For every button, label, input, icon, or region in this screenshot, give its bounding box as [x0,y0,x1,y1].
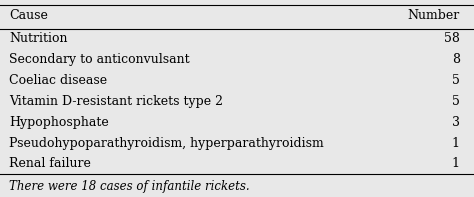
Text: Nutrition: Nutrition [9,33,68,46]
Text: 8: 8 [452,53,460,66]
Text: 5: 5 [452,74,460,87]
Text: Renal failure: Renal failure [9,157,91,170]
Text: Vitamin D-resistant rickets type 2: Vitamin D-resistant rickets type 2 [9,95,223,108]
Text: 1: 1 [452,137,460,150]
Text: 1: 1 [452,157,460,170]
Text: There were 18 cases of infantile rickets.: There were 18 cases of infantile rickets… [9,180,250,193]
Text: Cause: Cause [9,9,48,22]
Text: 3: 3 [452,116,460,129]
Text: Pseudohypoparathyroidism, hyperparathyroidism: Pseudohypoparathyroidism, hyperparathyro… [9,137,324,150]
Text: Hypophosphate: Hypophosphate [9,116,109,129]
Text: Secondary to anticonvulsant: Secondary to anticonvulsant [9,53,190,66]
Text: Number: Number [408,9,460,22]
Text: 5: 5 [452,95,460,108]
Text: 58: 58 [444,33,460,46]
Text: Coeliac disease: Coeliac disease [9,74,108,87]
